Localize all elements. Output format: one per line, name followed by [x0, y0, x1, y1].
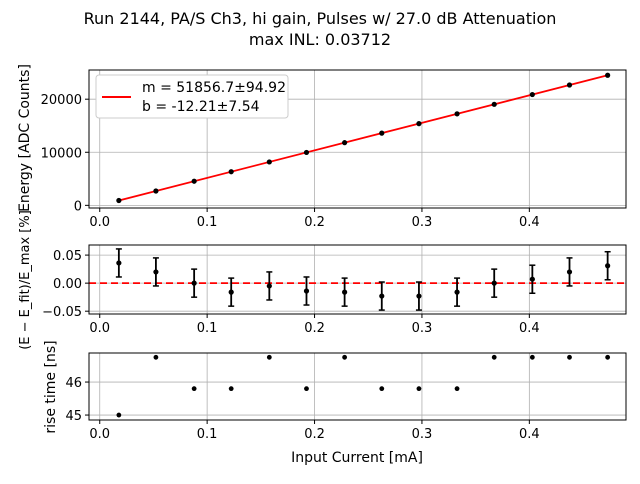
- x-tick-label: 0.2: [304, 427, 325, 442]
- risetime-point: [342, 354, 348, 360]
- y-tick-label: 45: [65, 409, 82, 424]
- y-label-residual: (E − E_fit)/E_max [%]: [18, 210, 33, 350]
- risetime-point: [567, 354, 572, 360]
- x-tick-label: 0.4: [519, 215, 540, 230]
- axes-frame: [88, 352, 627, 421]
- residual-point: [491, 280, 497, 286]
- data-point: [228, 169, 234, 175]
- risetime-point: [379, 386, 385, 392]
- data-point: [266, 159, 272, 165]
- y-label-energy: Energy [ADC Counts]: [17, 64, 33, 212]
- x-tick-label: 0.0: [89, 427, 110, 442]
- x-tick-label: 0.1: [197, 427, 218, 442]
- x-tick-label: 0.3: [412, 215, 433, 230]
- y-tick-label: 46: [65, 376, 82, 391]
- risetime-point: [491, 354, 497, 360]
- residual-point: [228, 289, 234, 295]
- residual-point: [303, 288, 310, 294]
- residual-point: [379, 293, 385, 299]
- residual-point: [342, 289, 348, 295]
- data-point: [416, 121, 422, 127]
- y-tick-label: 0: [74, 199, 82, 214]
- risetime-point: [454, 386, 460, 392]
- x-tick-label: 0.4: [519, 321, 540, 336]
- y-tick-label: 20000: [41, 93, 82, 108]
- x-tick-label: 0.3: [412, 427, 433, 442]
- residual-point: [454, 289, 460, 295]
- risetime-point: [228, 386, 234, 392]
- risetime-panel: 0.0 0.1 0.2 0.3 0.4 45 46: [65, 352, 627, 442]
- risetime-point: [416, 386, 422, 392]
- residual-point: [191, 280, 197, 286]
- legend-box: [95, 74, 289, 119]
- data-point: [191, 178, 197, 184]
- x-tick-label: 0.3: [412, 321, 433, 336]
- residual-point: [416, 293, 422, 299]
- data-point: [303, 149, 310, 156]
- axes-frame: [88, 69, 627, 209]
- axes-frame: [88, 244, 627, 315]
- data-point: [566, 82, 573, 88]
- x-tick-label: 0.2: [304, 321, 325, 336]
- legend-entry-m: m = 51856.7±94.92: [142, 80, 286, 96]
- residual-point: [529, 276, 535, 282]
- risetime-point: [266, 354, 272, 360]
- risetime-point: [116, 412, 122, 418]
- data-point: [605, 72, 611, 78]
- residual-point: [605, 263, 611, 269]
- legend-entry-b: b = -12.21±7.54: [142, 99, 260, 115]
- risetime-point: [304, 386, 309, 392]
- y-tick-label: −0.05: [42, 305, 82, 320]
- x-tick-label: 0.4: [519, 427, 540, 442]
- residual-point: [266, 283, 272, 289]
- y-tick-label: 0.00: [53, 277, 82, 292]
- risetime-point: [529, 354, 535, 360]
- x-tick-label: 0.1: [197, 321, 218, 336]
- risetime-point: [605, 354, 611, 360]
- x-tick-label: 0.0: [89, 215, 110, 230]
- risetime-point: [153, 354, 159, 360]
- data-point: [153, 188, 159, 194]
- data-point: [379, 130, 385, 136]
- chart-subtitle: max INL: 0.03712: [249, 30, 391, 49]
- data-point: [342, 140, 348, 146]
- y-tick-label: 0.05: [53, 249, 82, 264]
- fit-line: [118, 74, 608, 202]
- data-point: [529, 91, 535, 98]
- legend: m = 51856.7±94.92 b = -12.21±7.54: [95, 74, 289, 119]
- x-label: Input Current [mA]: [291, 450, 423, 466]
- y-tick-label: 10000: [41, 146, 82, 161]
- data-point: [116, 197, 122, 204]
- data-point: [491, 101, 497, 107]
- x-tick-label: 0.2: [304, 215, 325, 230]
- x-tick-label: 0.1: [197, 215, 218, 230]
- residual-point: [116, 260, 122, 266]
- chart-title: Run 2144, PA/S Ch3, hi gain, Pulses w/ 2…: [84, 9, 557, 28]
- y-label-risetime: rise time [ns]: [43, 340, 59, 433]
- residual-point: [566, 269, 573, 275]
- data-point: [454, 111, 460, 117]
- x-tick-label: 0.0: [89, 321, 110, 336]
- residual-point: [153, 269, 159, 275]
- residual-panel: 0.0 0.1 0.2 0.3 0.4 0.05 0.00 −0.05: [42, 244, 627, 336]
- risetime-point: [191, 386, 197, 392]
